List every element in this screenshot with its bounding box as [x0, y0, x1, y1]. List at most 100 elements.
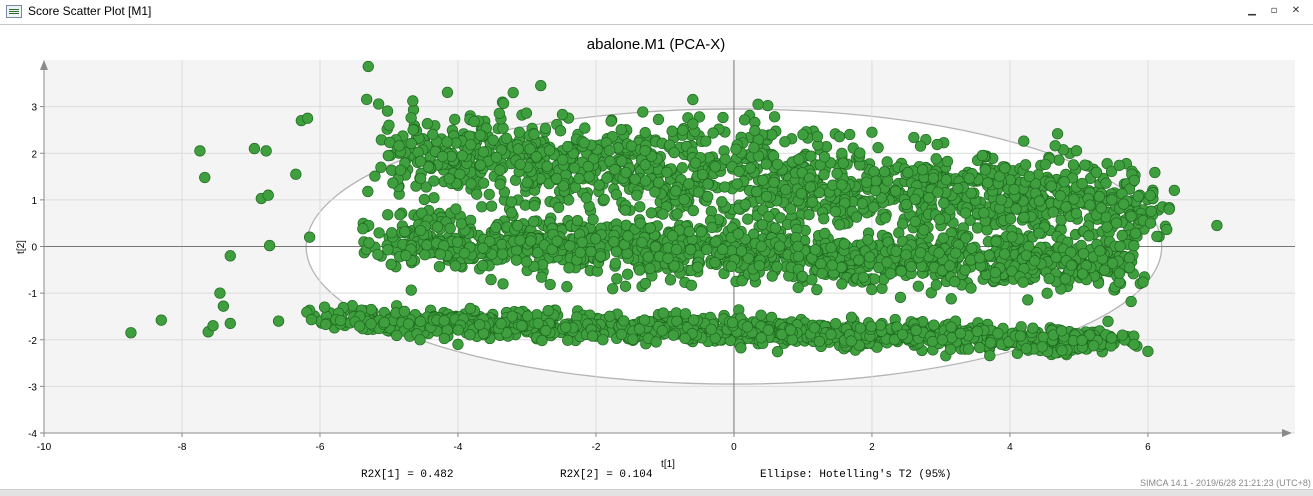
data-point[interactable] [702, 190, 714, 203]
data-point[interactable] [667, 329, 680, 341]
data-point[interactable] [1033, 227, 1045, 239]
data-point[interactable] [792, 250, 805, 263]
data-point[interactable] [372, 98, 385, 110]
data-point[interactable] [1039, 158, 1051, 171]
data-point[interactable] [552, 201, 565, 214]
data-point[interactable] [639, 277, 652, 290]
data-point[interactable] [365, 303, 377, 316]
data-point[interactable] [554, 125, 567, 137]
data-point[interactable] [845, 311, 858, 323]
data-point[interactable] [866, 126, 878, 138]
data-point[interactable] [944, 260, 956, 272]
data-point[interactable] [676, 162, 688, 174]
data-point[interactable] [1067, 159, 1080, 171]
data-point[interactable] [1060, 201, 1072, 213]
data-point[interactable] [637, 106, 649, 118]
data-point[interactable] [438, 332, 451, 345]
data-point[interactable] [451, 236, 464, 248]
data-point[interactable] [771, 158, 784, 171]
data-point[interactable] [813, 335, 826, 348]
data-point[interactable] [945, 293, 957, 305]
data-point[interactable] [428, 175, 440, 187]
data-point[interactable] [900, 198, 912, 211]
data-point[interactable] [709, 161, 721, 173]
data-point[interactable] [954, 327, 967, 340]
data-point[interactable] [974, 252, 986, 264]
data-point[interactable] [752, 98, 764, 110]
data-point[interactable] [528, 215, 540, 228]
data-point[interactable] [1090, 166, 1103, 178]
data-point[interactable] [622, 230, 634, 242]
data-point[interactable] [579, 122, 591, 134]
data-point[interactable] [1087, 340, 1100, 352]
data-point[interactable] [620, 166, 632, 179]
data-point[interactable] [833, 131, 846, 143]
data-point[interactable] [818, 169, 830, 181]
data-point[interactable] [594, 250, 607, 262]
data-point[interactable] [755, 309, 767, 321]
data-point[interactable] [568, 162, 581, 174]
data-point[interactable] [826, 259, 838, 271]
data-point[interactable] [757, 174, 769, 186]
data-point[interactable] [521, 310, 534, 322]
data-point[interactable] [1076, 177, 1088, 190]
data-point[interactable] [829, 317, 842, 330]
data-point[interactable] [199, 171, 211, 184]
data-point[interactable] [959, 264, 971, 276]
data-point[interactable] [564, 240, 576, 252]
data-point[interactable] [539, 122, 552, 135]
data-point[interactable] [611, 273, 623, 285]
data-point[interactable] [1018, 211, 1030, 223]
data-point[interactable] [353, 320, 366, 332]
data-point[interactable] [263, 239, 276, 252]
data-point[interactable] [414, 334, 426, 346]
data-point[interactable] [497, 278, 509, 290]
data-point[interactable] [557, 154, 569, 166]
data-point[interactable] [536, 334, 548, 347]
data-point[interactable] [934, 213, 946, 226]
data-point[interactable] [1058, 176, 1070, 188]
data-point[interactable] [583, 171, 595, 183]
data-point[interactable] [1055, 325, 1068, 337]
data-point[interactable] [1077, 268, 1089, 280]
data-point[interactable] [431, 221, 444, 233]
data-point[interactable] [806, 274, 818, 286]
data-point[interactable] [494, 178, 506, 190]
data-point[interactable] [544, 278, 556, 291]
data-point[interactable] [803, 209, 815, 221]
data-point[interactable] [726, 316, 739, 329]
data-point[interactable] [914, 140, 927, 152]
data-point[interactable] [535, 271, 548, 283]
data-point[interactable] [1105, 332, 1118, 344]
data-point[interactable] [937, 232, 949, 244]
data-point[interactable] [923, 192, 935, 204]
data-point[interactable] [656, 325, 668, 337]
data-point[interactable] [896, 328, 909, 341]
data-point[interactable] [468, 115, 480, 128]
data-point[interactable] [1123, 261, 1136, 274]
data-point[interactable] [497, 122, 509, 134]
data-point[interactable] [657, 208, 669, 220]
data-point[interactable] [1123, 252, 1136, 264]
data-point[interactable] [589, 233, 602, 245]
data-point[interactable] [305, 313, 318, 326]
data-point[interactable] [485, 273, 497, 286]
data-point[interactable] [806, 196, 818, 208]
data-point[interactable] [701, 244, 713, 256]
data-point[interactable] [878, 166, 891, 178]
data-point[interactable] [514, 234, 526, 247]
data-point[interactable] [936, 334, 949, 346]
data-point[interactable] [1110, 217, 1123, 229]
data-point[interactable] [1053, 154, 1065, 166]
data-point[interactable] [631, 189, 643, 201]
data-point[interactable] [748, 142, 760, 154]
data-point[interactable] [1125, 210, 1137, 222]
data-point[interactable] [650, 336, 662, 348]
data-point[interactable] [402, 318, 415, 330]
data-point[interactable] [369, 170, 381, 182]
data-point[interactable] [427, 128, 439, 141]
data-point[interactable] [1114, 240, 1126, 252]
data-point[interactable] [500, 132, 513, 145]
data-point[interactable] [434, 248, 446, 260]
data-point[interactable] [766, 270, 778, 282]
